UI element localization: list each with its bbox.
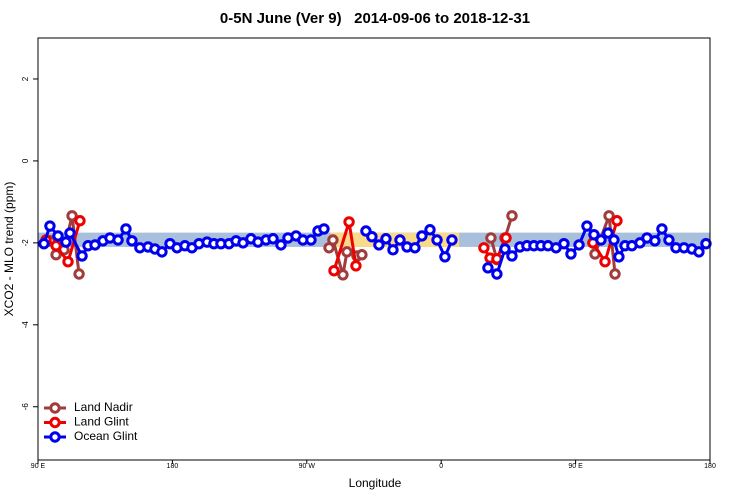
point bbox=[66, 210, 78, 222]
y-tick-label: -6 bbox=[21, 403, 30, 411]
point bbox=[693, 246, 705, 258]
point bbox=[506, 210, 518, 222]
point bbox=[64, 227, 76, 239]
chart-title: 0-5N June (Ver 9) 2014-09-06 to 2018-12-… bbox=[220, 10, 530, 27]
point bbox=[275, 239, 287, 251]
point bbox=[649, 235, 661, 247]
y-tick-label: -4 bbox=[21, 321, 30, 329]
point bbox=[50, 240, 62, 252]
y-tick-label: 0 bbox=[21, 158, 30, 163]
point bbox=[62, 256, 74, 268]
point bbox=[656, 223, 668, 235]
point bbox=[608, 234, 620, 246]
point bbox=[581, 220, 593, 232]
point bbox=[613, 251, 625, 263]
x-tick-label: 90 E bbox=[568, 463, 583, 470]
plot-frame bbox=[37, 37, 711, 461]
point bbox=[482, 262, 494, 274]
x-tick-label: 0 bbox=[439, 463, 443, 470]
point bbox=[337, 269, 349, 281]
point bbox=[343, 216, 355, 228]
point bbox=[611, 215, 623, 227]
point bbox=[156, 246, 168, 258]
x-tick-label: 90 W bbox=[299, 463, 316, 470]
point bbox=[373, 239, 385, 251]
legend-label: Land Glint bbox=[74, 415, 129, 429]
point bbox=[305, 234, 317, 246]
point bbox=[609, 268, 621, 280]
point bbox=[318, 223, 330, 235]
point bbox=[60, 236, 72, 248]
point bbox=[602, 227, 614, 239]
point bbox=[499, 243, 511, 255]
legend-marker bbox=[49, 416, 61, 429]
point bbox=[112, 234, 124, 246]
point bbox=[700, 237, 712, 250]
point bbox=[588, 228, 600, 241]
point bbox=[565, 248, 577, 260]
point bbox=[431, 234, 443, 246]
point bbox=[491, 268, 503, 280]
point bbox=[356, 249, 368, 261]
point bbox=[73, 268, 85, 280]
point bbox=[573, 239, 585, 251]
point bbox=[663, 234, 675, 246]
point bbox=[446, 234, 458, 246]
point bbox=[350, 260, 362, 272]
point bbox=[394, 234, 406, 246]
legend-marker bbox=[49, 402, 61, 414]
y-tick-label: 2 bbox=[21, 76, 30, 81]
point bbox=[366, 231, 378, 243]
legend-label: Ocean Glint bbox=[74, 429, 138, 443]
point bbox=[485, 232, 497, 244]
point bbox=[439, 251, 451, 263]
point bbox=[599, 256, 611, 268]
point bbox=[74, 215, 86, 227]
point bbox=[409, 242, 421, 254]
point bbox=[416, 230, 428, 242]
point bbox=[38, 237, 50, 250]
legend-marker bbox=[49, 431, 61, 443]
point bbox=[327, 234, 339, 246]
point bbox=[506, 250, 518, 262]
point bbox=[52, 230, 64, 242]
x-tick-label: 180 bbox=[167, 463, 179, 470]
point bbox=[558, 237, 570, 250]
point bbox=[267, 233, 279, 245]
point bbox=[341, 246, 353, 258]
point bbox=[76, 250, 88, 262]
point bbox=[603, 210, 615, 222]
point bbox=[44, 220, 56, 232]
point bbox=[500, 232, 512, 244]
point bbox=[120, 223, 132, 235]
point bbox=[478, 242, 490, 254]
legend-label: Land Nadir bbox=[74, 400, 133, 414]
point bbox=[387, 244, 399, 256]
y-tick-label: -2 bbox=[21, 239, 30, 247]
x-axis-label: Longitude bbox=[349, 476, 402, 490]
point bbox=[126, 235, 138, 247]
point bbox=[595, 234, 607, 246]
y-axis-label: XCO2 - MLO trend (ppm) bbox=[2, 182, 16, 317]
x-tick-label: 180 bbox=[704, 463, 716, 470]
x-tick-label: 90 E bbox=[31, 463, 46, 470]
point bbox=[328, 265, 340, 277]
point bbox=[424, 224, 436, 236]
point bbox=[380, 233, 392, 245]
